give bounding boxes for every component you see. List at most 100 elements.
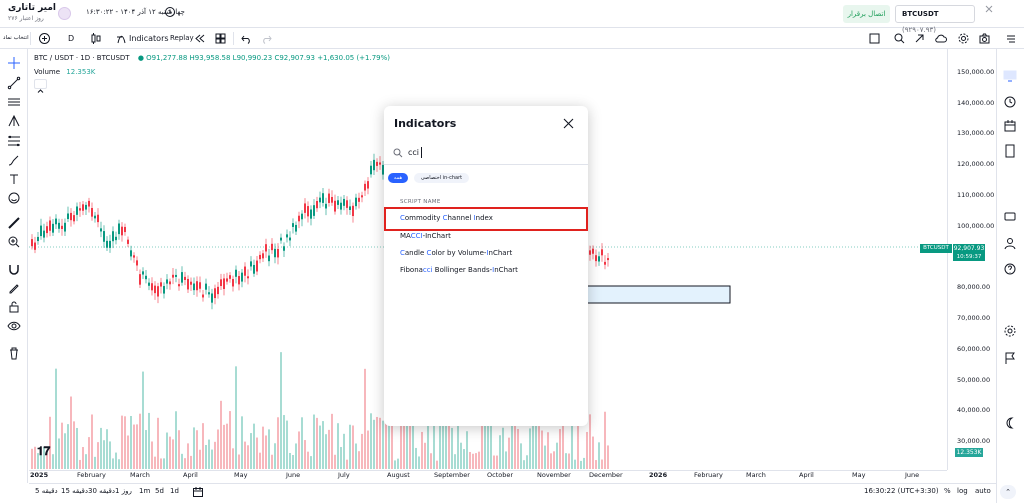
candle-body [205, 283, 207, 290]
time-label: 2026 [649, 471, 668, 479]
candle-body [139, 274, 141, 285]
close-icon[interactable] [984, 4, 994, 14]
range-30m-button[interactable]: 30 دقیقه [88, 487, 116, 495]
brush-icon[interactable] [7, 153, 21, 167]
volume-bar [190, 455, 192, 469]
result-macci-inchart[interactable]: MACCI-InChart [400, 232, 451, 240]
text-tool-icon[interactable] [7, 172, 21, 186]
crosshair-icon[interactable] [7, 56, 21, 70]
chat-icon[interactable] [1003, 210, 1017, 224]
trendline-icon[interactable] [7, 76, 21, 90]
undo-icon[interactable] [240, 32, 253, 45]
watchlist-icon[interactable] [1003, 69, 1017, 83]
volume-bar [163, 458, 165, 469]
connection-status-button[interactable]: اتصال برقرار [843, 5, 890, 23]
menu-icon[interactable] [1005, 33, 1017, 45]
horizontal-lines-icon[interactable] [7, 95, 21, 109]
emoji-icon[interactable] [7, 191, 21, 205]
avatar[interactable] [58, 7, 71, 20]
calendar-icon[interactable] [1003, 119, 1017, 133]
candle-body [193, 283, 195, 291]
result-fibonacci-bollinger[interactable]: Fibonacci Bollinger Bands-InChart [400, 266, 518, 274]
rectangle-drawing[interactable] [583, 285, 731, 304]
zoom-in-icon[interactable] [7, 235, 21, 249]
camera-icon[interactable] [978, 32, 991, 45]
user-icon[interactable] [1003, 236, 1017, 250]
time-label: April [183, 471, 198, 479]
dark-mode-icon[interactable] [1003, 416, 1017, 430]
price-chart[interactable] [29, 49, 947, 470]
subscription-days: ۲۷۶ روز اعتبار [8, 15, 44, 22]
magnet-icon[interactable] [7, 262, 21, 276]
collapse-legend-button[interactable] [34, 79, 47, 93]
result-candle-color-volume[interactable]: Candle Color by Volume-InChart [400, 249, 512, 257]
ruler-icon[interactable] [7, 216, 21, 230]
calendar-range-icon[interactable] [192, 486, 204, 498]
range-1d-fa-button[interactable]: 1 روز [115, 487, 132, 495]
candles-icon[interactable] [89, 32, 102, 45]
indicators-button[interactable]: Indicators [129, 34, 169, 43]
cloud-save-icon[interactable] [934, 32, 947, 45]
trash-icon[interactable] [7, 346, 21, 360]
scroll-top-button[interactable]: ⌃ [1000, 485, 1016, 499]
price-axis[interactable] [947, 49, 996, 470]
pitchfork-icon[interactable] [7, 114, 21, 128]
legend-symbol: BTC / USDT · 1D · BTCUSDT [34, 54, 130, 62]
settings-icon[interactable] [957, 32, 970, 45]
volume-bar [295, 443, 297, 469]
zoom-search-icon[interactable] [893, 32, 906, 45]
rewind-icon[interactable] [193, 32, 206, 45]
replay-button[interactable]: Replay [170, 34, 194, 42]
close-icon[interactable] [563, 118, 574, 129]
candle-body [49, 220, 51, 231]
filter-chip-all[interactable]: همه [388, 173, 408, 183]
indicator-search-input[interactable]: cci [408, 148, 420, 157]
notes-icon[interactable] [1003, 144, 1017, 158]
volume-bar [511, 425, 513, 469]
compare-icon[interactable] [913, 32, 926, 45]
filter-chip-custom[interactable]: اختصاصی in-chart [414, 173, 469, 183]
lock-pencil-icon[interactable] [7, 281, 21, 295]
indicators-icon[interactable] [115, 32, 128, 45]
pair-selector[interactable]: BTCUSDT (۹۲۹۰۷.۹۳) [895, 5, 975, 34]
redo-icon[interactable] [260, 32, 273, 45]
range-5d-button[interactable]: 5d [155, 487, 164, 495]
price-label: 40,000.00 [957, 406, 991, 414]
lock-icon[interactable] [7, 300, 21, 314]
time-axis[interactable] [29, 470, 947, 483]
fullscreen-frame-icon[interactable] [868, 32, 881, 45]
volume-bar [271, 454, 273, 469]
volume-bar [331, 413, 333, 469]
help-icon[interactable] [1003, 262, 1017, 276]
volume-bar [121, 415, 123, 469]
alerts-icon[interactable] [1003, 95, 1017, 109]
candle-body [31, 239, 33, 247]
candle-body [313, 205, 315, 216]
clock-timezone[interactable]: 16:30:22 (UTC+3:30) [864, 487, 939, 495]
volume-bar [235, 366, 237, 469]
fib-icon[interactable] [7, 134, 21, 148]
range-1d-button[interactable]: 1d [170, 487, 179, 495]
match-highlight: C [400, 249, 405, 257]
symbol-search-button[interactable]: انتخاب نماد [3, 35, 29, 41]
add-symbol-icon[interactable] [38, 32, 51, 45]
gear-icon[interactable] [1003, 324, 1017, 338]
section-header: SCRIPT NAME [400, 199, 441, 205]
time-label: August [387, 471, 410, 479]
time-label: October [487, 471, 514, 479]
interval-button[interactable]: D [68, 34, 75, 43]
volume-bar [274, 443, 276, 469]
result-commodity-channel-index[interactable]: Commodity Channel Index [400, 214, 493, 222]
auto-toggle[interactable]: auto [975, 487, 991, 495]
layout-grid-icon[interactable] [214, 32, 227, 45]
range-5m-button[interactable]: 5 دقیقه [35, 487, 58, 495]
volume-bar [256, 437, 258, 469]
log-toggle[interactable]: log [957, 487, 968, 495]
flag-icon[interactable] [1003, 351, 1017, 365]
range-1m-button[interactable]: 1m [139, 487, 151, 495]
match-highlight: I [473, 214, 476, 222]
volume-bar [550, 453, 552, 469]
range-15m-button[interactable]: 15 دقیقه [61, 487, 89, 495]
eye-icon[interactable] [7, 319, 21, 333]
percent-toggle[interactable]: % [944, 487, 951, 495]
